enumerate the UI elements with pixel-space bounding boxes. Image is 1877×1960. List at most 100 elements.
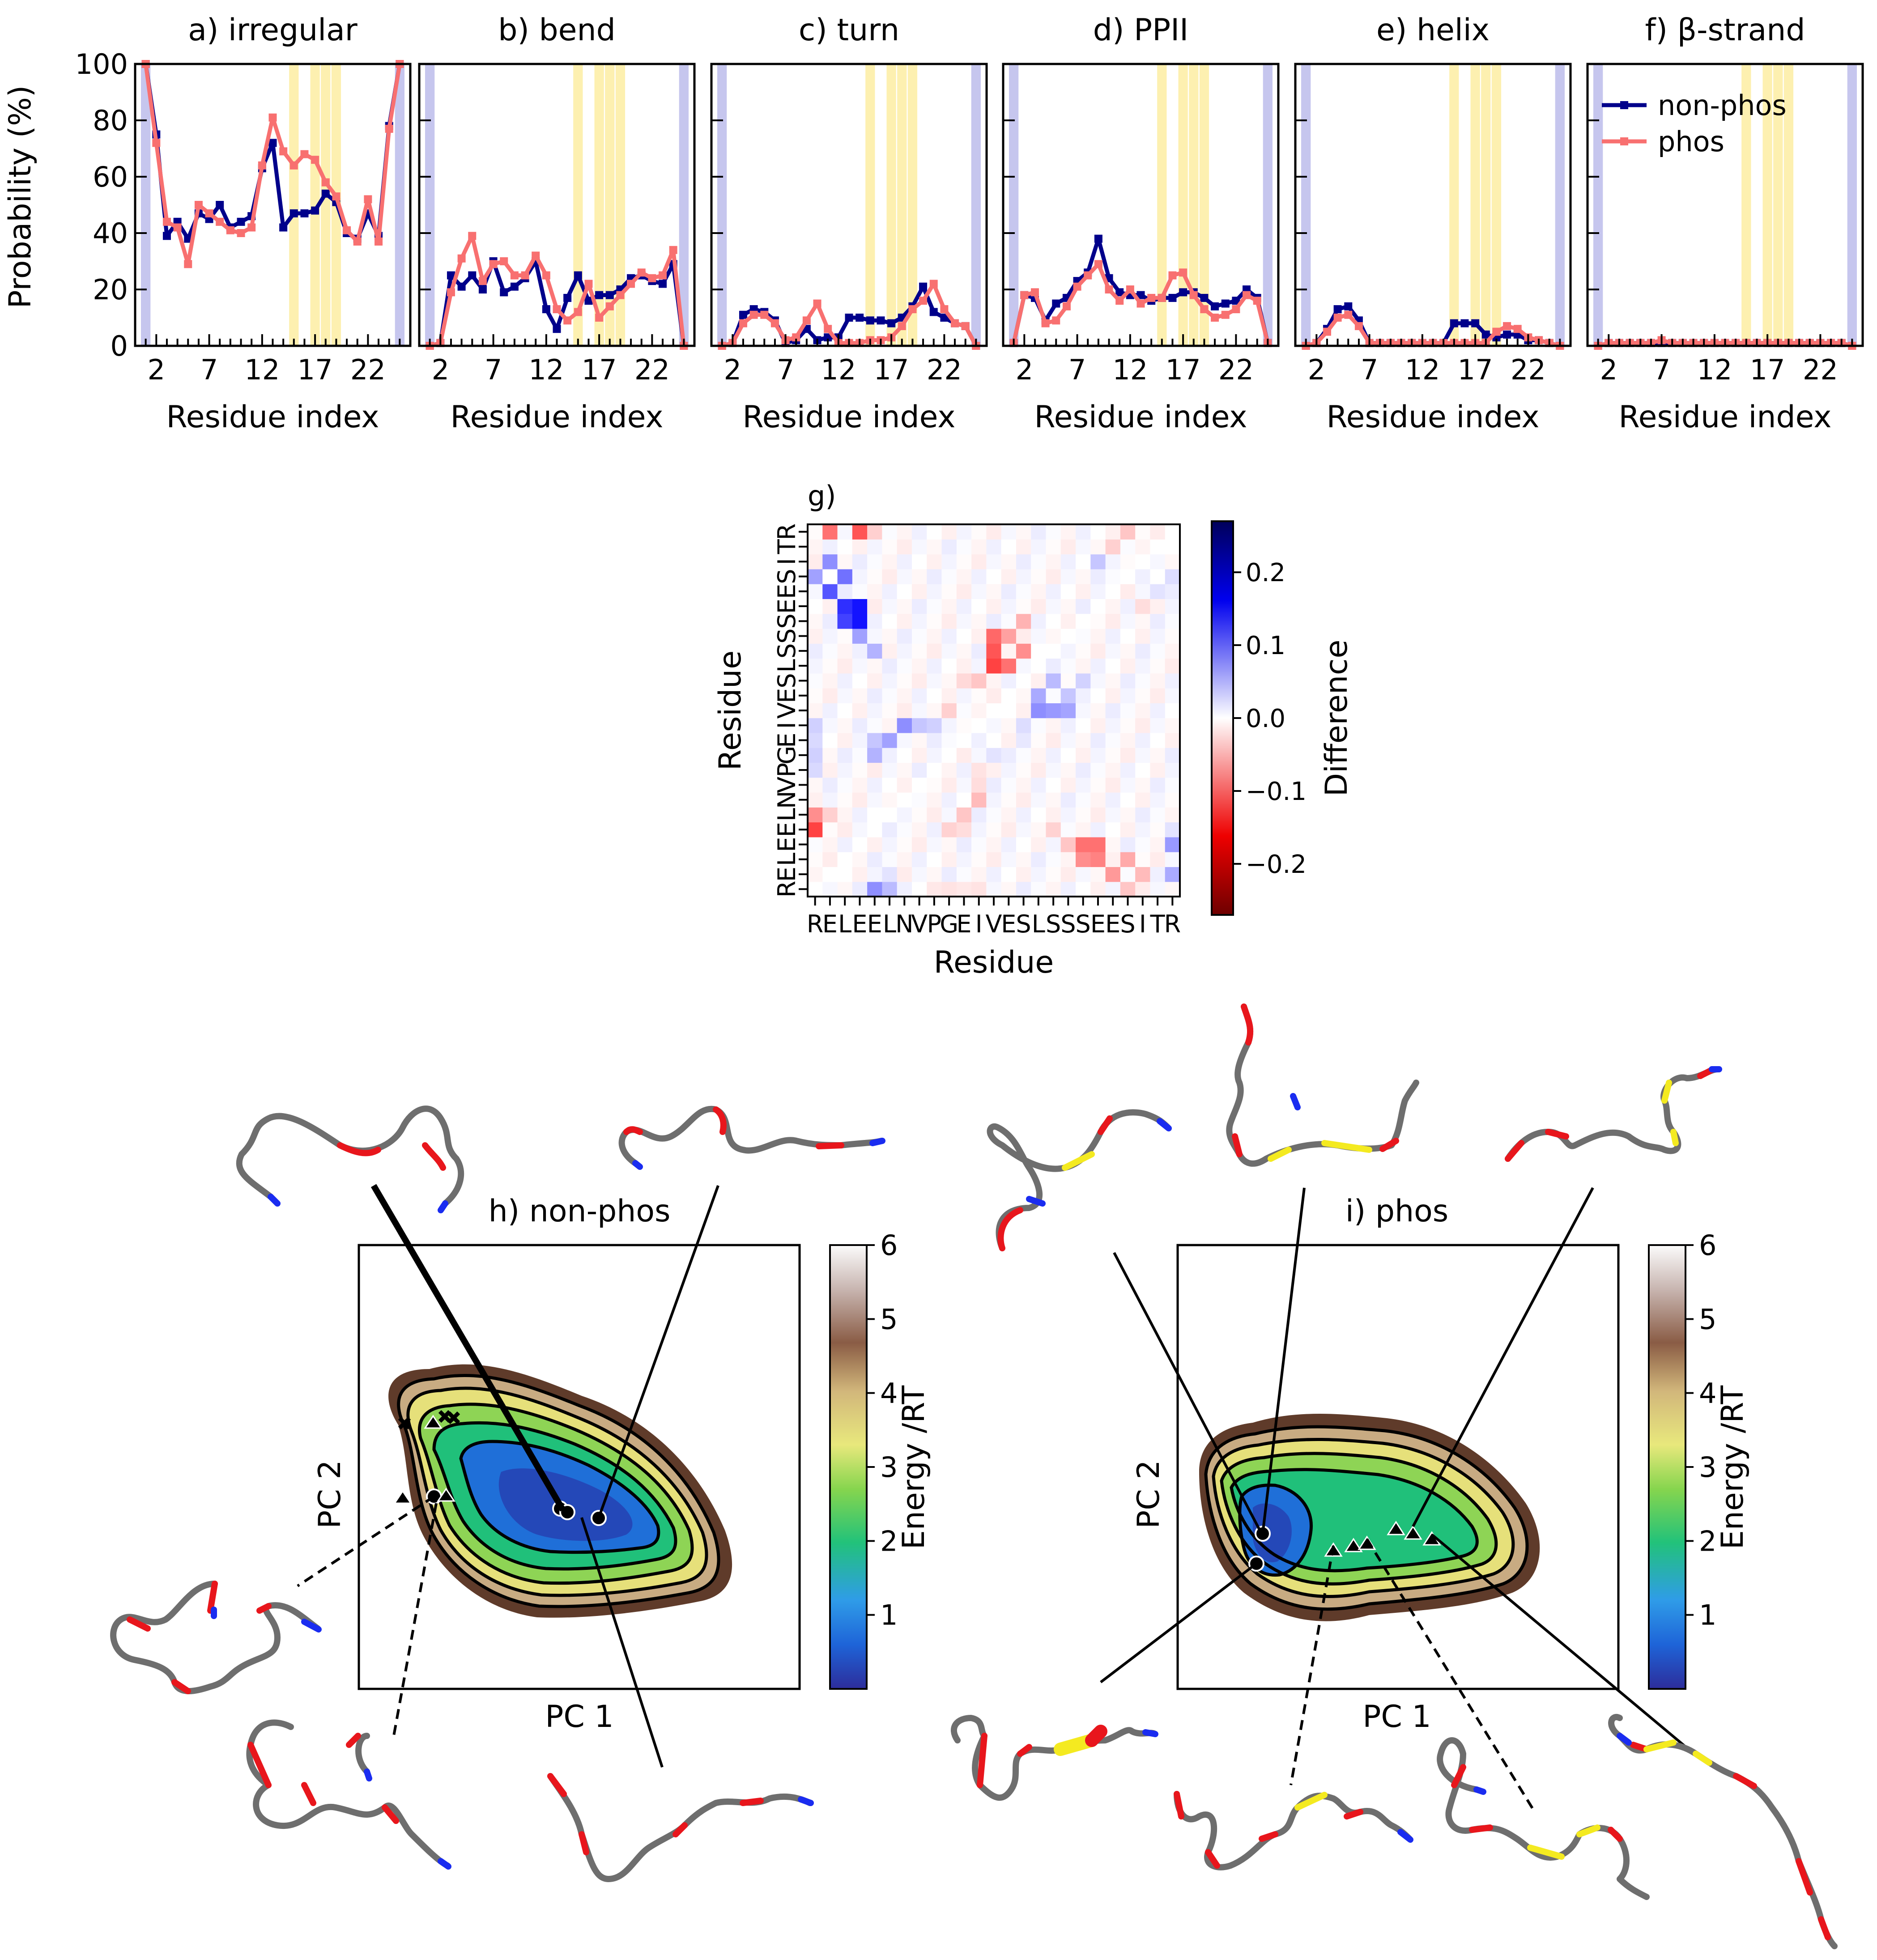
heatmap-cell — [986, 762, 1002, 778]
heatmap-cell — [882, 539, 898, 555]
heatmap-cell — [1165, 613, 1180, 629]
heatmap-cell — [897, 703, 912, 719]
heatmap-cell — [911, 703, 927, 719]
heatmap-cell — [1120, 599, 1136, 614]
heatmap-cell — [1105, 643, 1121, 659]
heatmap-cell — [956, 867, 972, 882]
data-point-non-phos — [500, 288, 508, 297]
data-point-phos — [770, 319, 779, 327]
x-axis-label: Residue index — [450, 400, 663, 435]
heatmap-cell — [941, 807, 957, 823]
x-tick-label: 2 — [1600, 353, 1617, 386]
heatmap-cell — [1031, 673, 1047, 689]
heatmap-cell — [808, 673, 823, 689]
heatmap-cell — [1031, 822, 1047, 838]
highlight-band-blue — [717, 64, 727, 346]
data-point-phos — [289, 161, 298, 170]
heatmap-y-tick-label: P — [773, 763, 801, 778]
x-tick-label: 7 — [1653, 353, 1670, 386]
ss-panel-3: 2 7 12 17 22 d) PPII Residue index — [1002, 13, 1280, 435]
heatmap-cell — [897, 881, 912, 897]
heatmap-cell — [941, 628, 957, 644]
heatmap-y-tick-label: E — [773, 584, 801, 599]
heatmap-y-tick-label: S — [773, 628, 801, 643]
heatmap-cell — [1046, 867, 1061, 882]
heatmap-cell — [956, 539, 972, 555]
heatmap-cell — [911, 554, 927, 570]
heatmap-cell — [882, 613, 898, 629]
heatmap-cell — [852, 539, 868, 555]
data-point-phos — [749, 310, 758, 319]
heatmap-y-tick-label: L — [773, 808, 801, 821]
heatmap-cell — [1001, 569, 1017, 584]
snapshot-nonphos-left — [110, 1581, 322, 1694]
heatmap-cell — [822, 732, 838, 748]
heatmap-cell — [837, 613, 853, 629]
x-tick-label: 2 — [148, 353, 165, 386]
heatmap-cell — [956, 569, 972, 584]
heatmap-cell — [867, 599, 882, 614]
heatmap-cell — [1046, 524, 1061, 540]
data-point-phos — [792, 333, 800, 342]
heatmap-cell — [822, 658, 838, 674]
heatmap-cell — [897, 718, 912, 733]
ss-panel-1: 2 7 12 17 22 b) bend Residue index — [418, 13, 696, 435]
heatmap-cell — [1046, 777, 1061, 793]
heatmap-cell — [1120, 718, 1136, 733]
heatmap-cell — [1060, 658, 1076, 674]
data-point-phos — [824, 325, 832, 333]
heatmap-cell — [1135, 658, 1151, 674]
heatmap-cell — [1046, 688, 1061, 703]
heatmap-cell — [1165, 554, 1180, 570]
heatmap-cell — [808, 628, 823, 644]
heatmap-cell — [822, 584, 838, 599]
heatmap-cell — [808, 613, 823, 629]
data-point-non-phos — [279, 223, 288, 232]
y-tick-label: 20 — [93, 273, 128, 306]
heatmap-cell — [1165, 807, 1180, 823]
heatmap-y-tick-label: S — [773, 569, 801, 584]
heatmap-cell — [1165, 673, 1180, 689]
y-tick-label: 80 — [93, 104, 128, 137]
fel-nonphos-ylabel: PC 2 — [312, 1460, 348, 1528]
heatmap-cell — [852, 628, 868, 644]
heatmap-cell — [882, 673, 898, 689]
heatmap-cell — [1060, 822, 1076, 838]
data-point-non-phos — [300, 209, 309, 217]
data-point-phos — [184, 260, 192, 268]
heatmap-cell — [956, 748, 972, 763]
heatmap-cell — [927, 748, 942, 763]
heatmap-cell — [911, 732, 927, 748]
highlight-band-yellow — [1491, 64, 1502, 346]
panel-title: a) irregular — [188, 13, 358, 48]
heatmap-x-tick-label: E — [1105, 910, 1120, 938]
series-line-non-phos — [1012, 237, 1270, 344]
heatmap-x-tick-label: P — [927, 910, 942, 938]
heatmap-cell — [927, 673, 942, 689]
heatmap-cell — [867, 867, 882, 882]
energy-colorbar-tick-label: 4 — [1699, 1377, 1716, 1410]
heatmap-cell — [822, 792, 838, 808]
data-point-phos — [268, 113, 277, 122]
heatmap-cell — [882, 703, 898, 719]
heatmap-cell — [971, 613, 987, 629]
heatmap-cell — [822, 703, 838, 719]
heatmap-cell — [852, 837, 868, 852]
heatmap-cell — [882, 881, 898, 897]
data-point-non-phos — [1200, 293, 1209, 302]
data-point-phos — [1147, 293, 1156, 302]
heatmap-cell — [1135, 628, 1151, 644]
heatmap-cell — [882, 658, 898, 674]
heatmap-cell — [837, 599, 853, 614]
fel-phos-xlabel: PC 1 — [1362, 1699, 1431, 1735]
heatmap-cell — [897, 658, 912, 674]
heatmap-cell — [1135, 524, 1151, 540]
heatmap-y-tick-label: E — [773, 688, 801, 703]
heatmap-cell — [971, 569, 987, 584]
heatmap-cell — [1016, 837, 1031, 852]
x-tick-label: 17 — [298, 353, 333, 386]
heatmap-cell — [1120, 524, 1136, 540]
heatmap-cell — [941, 569, 957, 584]
heatmap-cell — [1150, 658, 1166, 674]
highlight-band-blue — [425, 64, 435, 346]
